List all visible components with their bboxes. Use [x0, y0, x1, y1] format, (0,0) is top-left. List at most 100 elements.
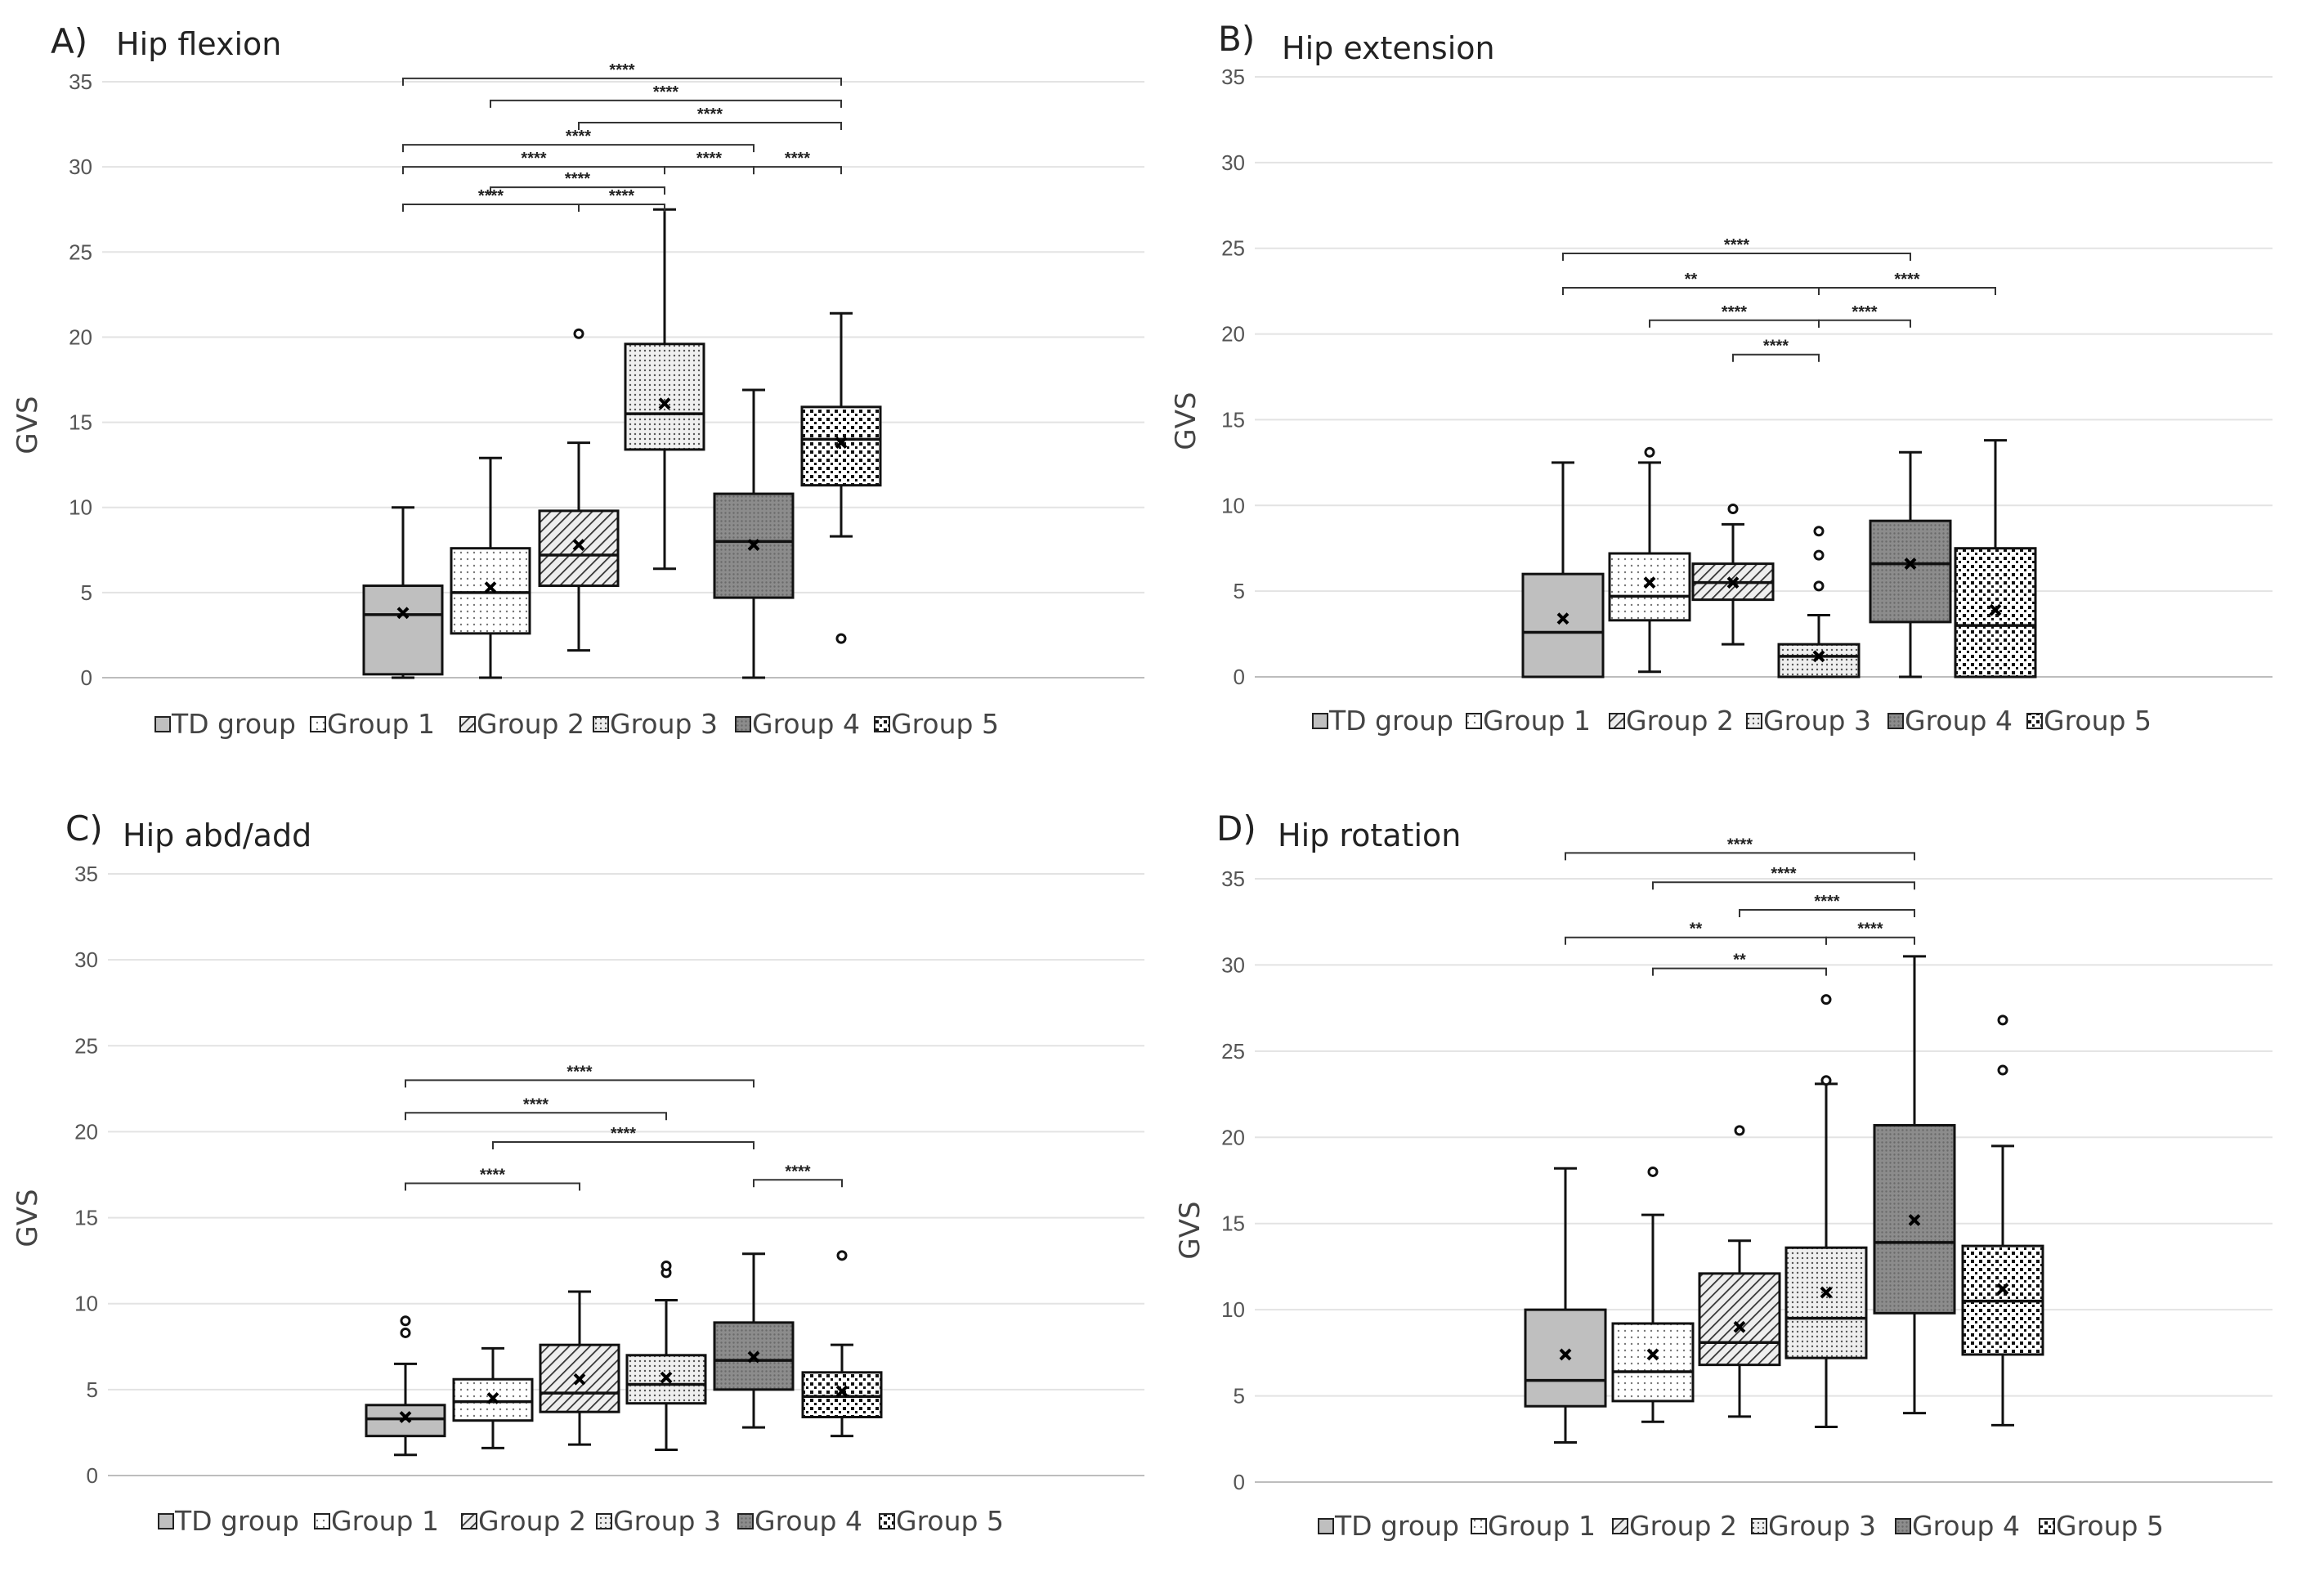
significance-bracket: ** [1565, 920, 1827, 945]
outlier-point [1813, 549, 1825, 561]
panel-title: Hip rotation [1278, 817, 1461, 853]
legend: TD group Group 1 Group 2 Group 3 Group 4 Grou… [1318, 1510, 2164, 1542]
mean-marker [1996, 1283, 2009, 1296]
y-tick-label: 0 [1234, 665, 1245, 689]
y-axis-label: GVS [1170, 392, 1202, 450]
outlier-point [1820, 994, 1832, 1005]
legend-swatch [1887, 713, 1904, 729]
box-iqr [1954, 547, 2037, 679]
significance-label: **** [566, 1063, 592, 1081]
legend-label: Group 5 [2044, 705, 2152, 737]
significance-bracket: **** [1818, 271, 1996, 295]
legend-swatch [1312, 713, 1328, 729]
box-group-5 [1961, 1014, 2044, 1426]
outlier-point [400, 1315, 411, 1327]
significance-bracket: ** [1562, 271, 1820, 295]
significance-bracket: **** [1818, 303, 1911, 328]
y-tick-label: 20 [1221, 1125, 1245, 1149]
mean-marker [484, 581, 497, 594]
significance-label: **** [785, 1162, 810, 1180]
panel-letter: D) [1216, 808, 1256, 849]
y-axis-label: GVS [11, 396, 44, 454]
significance-bracket: **** [402, 61, 842, 86]
y-tick-label: 25 [69, 240, 92, 264]
y-tick-label: 20 [74, 1119, 98, 1144]
box-group-1 [1611, 1166, 1695, 1423]
box-iqr [1611, 1322, 1695, 1403]
box-iqr [1784, 1246, 1868, 1359]
mean-marker [573, 1373, 586, 1386]
legend-swatch [1612, 1518, 1628, 1534]
significance-label: **** [480, 1167, 505, 1185]
legend-swatch [1318, 1518, 1334, 1534]
box-iqr [1869, 519, 1952, 624]
mean-marker [1820, 1286, 1833, 1299]
legend-swatch [158, 1513, 174, 1529]
significance-label: **** [1727, 835, 1753, 853]
y-tick-label: 10 [1221, 1297, 1245, 1322]
y-tick-label: 30 [1221, 150, 1245, 175]
legend-label: Group 1 [331, 1505, 439, 1537]
significance-bracket: **** [1562, 236, 1911, 262]
box-iqr [624, 343, 705, 451]
significance-bracket: **** [405, 1095, 667, 1121]
panel-title: Hip abd/add [123, 817, 311, 853]
box-group-2 [1691, 503, 1775, 646]
legend: TD group Group 1 Group 2 Group 3 Group 4 Grou… [158, 1505, 1004, 1537]
significance-label: **** [609, 61, 634, 79]
significance-label: **** [478, 187, 504, 205]
box-iqr [1608, 552, 1691, 622]
legend-label: Group 2 [1629, 1510, 1737, 1542]
outlier-point [1997, 1014, 2008, 1026]
significance-label: **** [653, 83, 678, 101]
box-group-5 [1954, 439, 2037, 679]
mean-marker [747, 1350, 760, 1364]
significance-label: **** [565, 170, 590, 188]
y-tick-label: 10 [1221, 493, 1245, 517]
legend-label: Group 3 [1768, 1510, 1876, 1542]
y-tick-label: 0 [81, 665, 92, 690]
significance-bracket: **** [490, 170, 665, 195]
legend-label: TD group [1328, 705, 1453, 737]
legend-swatch [459, 716, 476, 732]
outlier-point [1813, 526, 1825, 537]
legend-label: Group 1 [327, 708, 435, 740]
y-tick-label: 35 [1221, 65, 1245, 89]
box-group-2 [1698, 1125, 1781, 1418]
mean-marker [1812, 650, 1825, 663]
significance-bracket: **** [664, 150, 755, 175]
mean-marker [396, 607, 410, 620]
legend-swatch [314, 1513, 330, 1529]
mean-marker [747, 539, 760, 551]
mean-marker [1726, 576, 1740, 589]
box-iqr [362, 584, 444, 676]
y-tick-label: 0 [87, 1463, 98, 1488]
legend-swatch [593, 716, 609, 732]
significance-label: **** [609, 187, 634, 205]
legend-label: Group 4 [755, 1505, 862, 1537]
y-tick-label: 15 [69, 410, 92, 435]
y-tick-label: 5 [1234, 579, 1245, 603]
box-group-3 [625, 1260, 707, 1451]
y-tick-label: 5 [1234, 1384, 1245, 1409]
significance-label: **** [1894, 271, 1919, 289]
box-group-4 [1869, 450, 1952, 679]
y-tick-label: 5 [87, 1377, 98, 1402]
box-iqr [1777, 643, 1861, 679]
y-tick-label: 30 [69, 155, 92, 179]
outlier-point [1647, 1166, 1659, 1177]
box-group-3 [624, 208, 705, 571]
significance-bracket: **** [1825, 920, 1915, 945]
mean-marker [572, 539, 585, 551]
y-tick-label: 20 [1221, 322, 1245, 347]
significance-label: **** [566, 128, 591, 146]
significance-bracket: ** [1652, 952, 1827, 976]
significance-label: ** [1690, 920, 1703, 938]
box-iqr [539, 1343, 620, 1413]
box-iqr [365, 1404, 446, 1438]
significance-bracket: **** [1739, 893, 1915, 917]
y-tick-label: 35 [74, 862, 98, 886]
legend-label: TD group [171, 708, 296, 740]
